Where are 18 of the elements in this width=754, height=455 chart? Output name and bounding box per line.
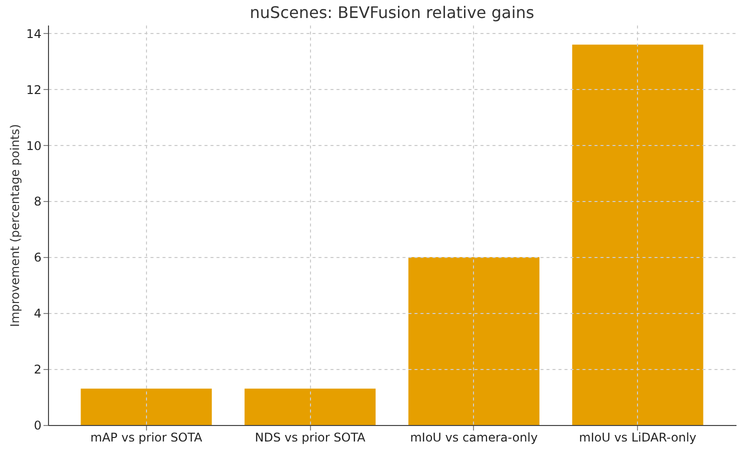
bar (572, 44, 704, 425)
y-tick-label: 10 (26, 138, 42, 153)
y-tick-label: 12 (26, 82, 42, 97)
x-tick-label: NDS vs prior SOTA (254, 430, 366, 444)
y-tick-label: 2 (34, 362, 42, 377)
x-tick-label: mIoU vs LiDAR-only (579, 430, 696, 444)
bar (80, 388, 212, 425)
y-tick-label: 4 (34, 306, 42, 321)
y-tick-label: 0 (34, 418, 42, 432)
y-tick-label: 14 (26, 26, 42, 41)
y-tick-label: 6 (34, 250, 42, 265)
y-tick-label: 8 (34, 194, 42, 209)
x-tick-label: mAP vs prior SOTA (90, 430, 203, 444)
chart-title: nuScenes: BEVFusion relative gains (250, 3, 534, 22)
bar (408, 257, 540, 425)
x-tick-label: mIoU vs camera-only (410, 430, 538, 444)
bar (244, 388, 376, 425)
y-axis-title: Improvement (percentage points) (8, 124, 22, 327)
